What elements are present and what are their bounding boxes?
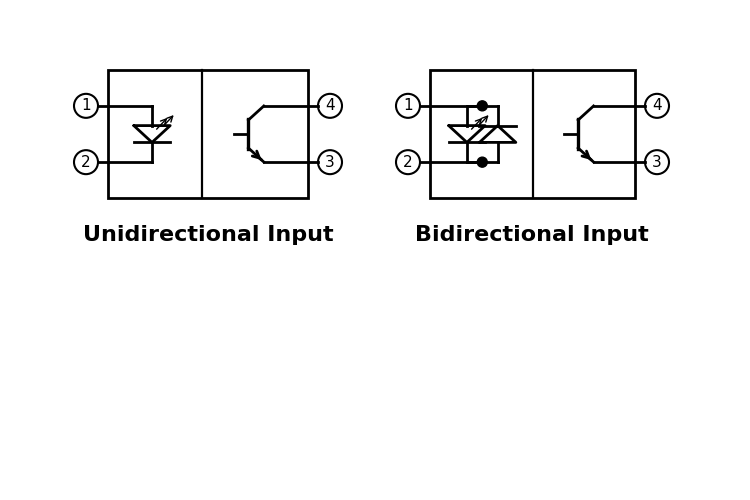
Text: 3: 3	[326, 154, 334, 170]
Text: Unidirectional Input: Unidirectional Input	[82, 225, 333, 245]
Text: Bidirectional Input: Bidirectional Input	[416, 225, 649, 245]
Text: 3: 3	[652, 154, 662, 170]
Circle shape	[477, 101, 488, 111]
Text: 2: 2	[404, 154, 412, 170]
Text: 1: 1	[81, 98, 91, 114]
Text: 1: 1	[404, 98, 412, 114]
Text: 4: 4	[326, 98, 334, 114]
Text: 4: 4	[652, 98, 662, 114]
Circle shape	[477, 157, 488, 167]
Text: 2: 2	[81, 154, 91, 170]
